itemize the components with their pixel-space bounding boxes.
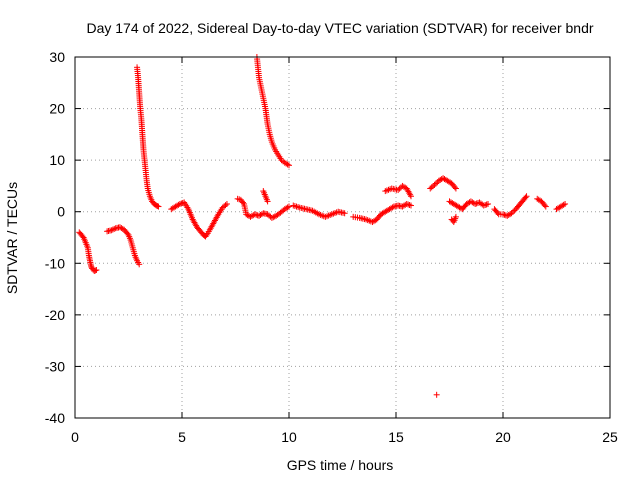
data-point [111,225,118,232]
y-tick-label: -10 [45,255,65,271]
chart-title: Day 174 of 2022, Sidereal Day-to-day VTE… [86,20,593,36]
data-point [475,199,482,206]
data-point [286,203,292,210]
data-point [405,201,412,208]
data-point [542,203,549,210]
data-points [76,54,569,398]
data-point [108,227,115,234]
data-point [270,214,277,221]
data-point [508,210,515,217]
data-point [452,213,459,220]
data-point [223,200,230,207]
data-point [88,262,95,269]
data-point [522,194,529,201]
data-point [562,200,569,207]
data-point [395,187,402,194]
data-point [485,200,492,207]
data-point [407,193,414,200]
data-point [239,199,246,206]
y-tick-label: 30 [49,49,65,65]
data-point [176,200,183,207]
data-point [222,202,229,209]
data-point [175,201,182,208]
data-point [264,198,271,205]
data-point [79,233,86,240]
data-point [451,184,458,191]
data-point [430,183,437,190]
data-point [92,267,99,274]
data-point [406,202,413,209]
x-tick-label: 20 [495,429,511,445]
data-point [286,162,292,169]
data-point [500,211,506,218]
data-point [480,202,487,209]
data-point [155,203,162,210]
data-point [284,204,291,211]
x-tick-label: 25 [602,429,618,445]
data-point [403,200,410,207]
y-tick-label: -40 [45,410,65,426]
y-tick-label: -30 [45,358,65,374]
data-point [523,193,530,200]
data-point [494,210,501,217]
y-tick-label: 10 [49,152,65,168]
data-point [560,201,567,208]
data-point [483,201,490,208]
y-tick-label: 20 [49,101,65,117]
data-point [541,202,548,209]
data-point [433,391,440,398]
x-axis-label: GPS time / hours [287,457,394,473]
data-point [431,181,438,188]
data-point [154,203,161,210]
data-point [109,226,116,233]
data-point [136,261,143,268]
data-point [284,161,291,168]
data-point [124,230,131,237]
plot-frame [74,56,611,419]
data-point [389,204,396,211]
x-tick-label: 15 [388,429,404,445]
data-point [178,200,185,207]
data-point [482,202,489,209]
x-tick-label: 10 [281,429,297,445]
data-point [251,211,258,218]
data-point [341,210,348,217]
y-axis-label: SDTVAR / TECUs [4,182,20,294]
data-point [407,202,414,209]
data-point [432,180,439,187]
axis-ticks: 0 5 10 15 20 25 -40 -30 -20 -10 0 10 20 30 [45,49,618,445]
data-point [268,214,275,221]
data-point [396,185,403,192]
data-point [509,208,516,215]
x-tick-label: 0 [71,429,79,445]
grid-lines [75,57,610,418]
data-point [452,185,459,192]
data-point [93,266,100,273]
y-tick-label: -20 [45,307,65,323]
data-point [472,200,479,207]
y-tick-label: 0 [57,204,65,220]
x-tick-label: 5 [178,429,186,445]
